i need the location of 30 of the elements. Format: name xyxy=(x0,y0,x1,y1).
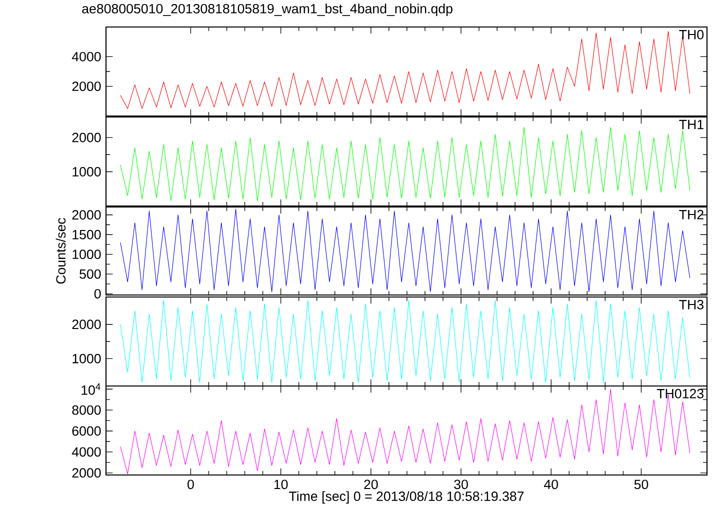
y-tick-label: 2000 xyxy=(72,82,101,92)
y-tick-label: 2000 xyxy=(72,468,101,478)
y-tick-label: 1000 xyxy=(72,354,101,364)
y-tick-label: 6000 xyxy=(72,426,101,436)
series-label: TH1 xyxy=(679,120,704,130)
y-tick-label: 8000 xyxy=(72,405,101,415)
series-label: TH0 xyxy=(679,30,704,40)
y-tick-label: 2000 xyxy=(72,132,101,142)
x-tick-label: 0 xyxy=(188,480,194,490)
y-tick-label: 2000 xyxy=(72,210,101,220)
y-tick-label: 4000 xyxy=(72,447,101,457)
y-tick-label: 1000 xyxy=(72,167,101,176)
y-tick-label: 0 xyxy=(94,289,101,299)
x-tick-label: 10 xyxy=(274,480,288,490)
x-tick-label: 40 xyxy=(544,480,558,490)
series-label: TH0123 xyxy=(656,388,704,398)
y-tick-label: 1500 xyxy=(72,230,101,240)
y-tick-label: 10$^{4}$ xyxy=(82,383,100,395)
x-axis-title: Time [sec] 0 = 2013/08/18 10:58:19.387 xyxy=(288,491,524,504)
x-tick-label: 20 xyxy=(364,480,378,490)
y-axis-title: Counts/sec xyxy=(56,218,66,284)
y-tick-label: 4000 xyxy=(72,52,101,62)
y-tick-label: 1000 xyxy=(72,250,101,260)
series-label: TH3 xyxy=(679,300,704,310)
chart-title: ae808005010_20130818105819_wam1_bst_4band_nobin.qdp xyxy=(82,4,452,16)
series-label: TH2 xyxy=(679,210,704,220)
y-tick-label: 2000 xyxy=(72,320,101,330)
y-tick-label: 500 xyxy=(80,269,101,279)
x-tick-label: 30 xyxy=(454,480,468,490)
x-tick-label: 50 xyxy=(634,480,648,490)
